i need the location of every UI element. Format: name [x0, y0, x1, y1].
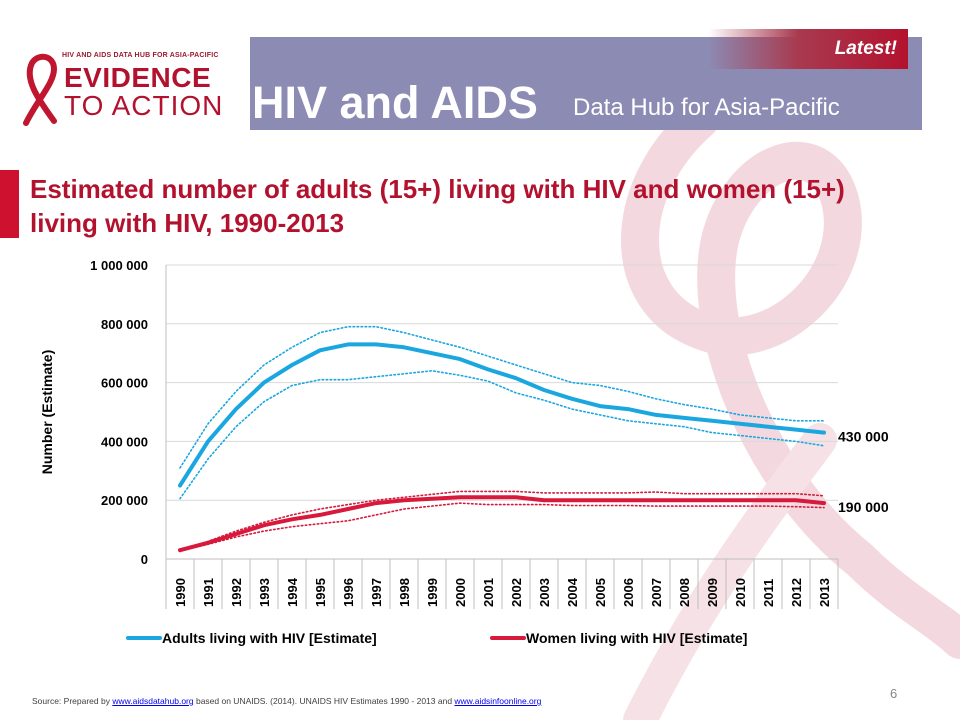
source-link-aidsdatahub[interactable]: www.aidsdatahub.org [112, 696, 194, 706]
y-tick-label: 800 000 [101, 317, 148, 332]
page-number: 6 [890, 686, 898, 701]
y-tick-label: 200 000 [101, 493, 148, 508]
y-tick-label: 1 000 000 [90, 258, 148, 273]
x-tick-label: 1998 [397, 578, 412, 607]
x-tick-label: 1994 [285, 577, 300, 607]
x-tick-label: 2013 [817, 578, 832, 607]
x-tick-label: 2010 [733, 578, 748, 607]
logo-wordmark-sub: TO ACTION [64, 90, 224, 121]
x-tick-label: 2002 [509, 578, 524, 607]
x-tick-label: 2008 [677, 578, 692, 607]
adults-upper-bound-line [179, 325, 825, 469]
logo-wordmark: EVIDENCE [64, 62, 212, 93]
x-tick-label: 1995 [313, 578, 328, 607]
y-tick-label: 0 [141, 552, 148, 567]
x-tick-label: 2001 [481, 578, 496, 607]
x-tick-label: 1999 [425, 578, 440, 607]
women-lower-bound-line [179, 502, 825, 552]
adults-lower-bound-line [179, 369, 825, 500]
adults-end-data-label: 430 000 [838, 429, 889, 445]
slide-title: Estimated number of adults (15+) living … [30, 174, 845, 238]
x-tick-label: 2006 [621, 578, 636, 607]
x-tick-label: 1992 [229, 578, 244, 607]
hub-subtitle: Data Hub for Asia-Pacific [573, 94, 840, 121]
x-tick-label: 2000 [453, 578, 468, 607]
x-tick-label: 2005 [593, 578, 608, 607]
x-tick-label: 1996 [341, 578, 356, 607]
latest-badge-glow [708, 29, 908, 69]
women-upper-bound-line [179, 490, 825, 551]
y-tick-label: 600 000 [101, 376, 148, 391]
source-note: Source: Prepared by www.aidsdatahub.org … [32, 696, 541, 706]
x-tick-label: 2003 [537, 578, 552, 607]
source-link-aidsinfoonline[interactable]: www.aidsinfoonline.org [454, 696, 542, 706]
women-estimate-line [178, 495, 826, 553]
hub-title: HIV and AIDS [252, 77, 538, 128]
y-tick-label: 400 000 [101, 434, 148, 449]
source-middle: based on UNAIDS. (2014). UNAIDS HIV Esti… [193, 696, 455, 706]
latest-badge: Latest! [805, 31, 907, 66]
adults-estimate-line [178, 342, 826, 488]
logo-area: HIV AND AIDS DATA HUB FOR ASIA-PACIFIC E… [0, 37, 250, 130]
x-tick-label: 2004 [565, 577, 580, 607]
x-tick-label: 2009 [705, 578, 720, 607]
logo-tagline: HIV AND AIDS DATA HUB FOR ASIA-PACIFIC [62, 52, 219, 59]
women-end-data-label: 190 000 [838, 499, 889, 515]
source-prefix: Source: Prepared by [32, 696, 113, 706]
red-ribbon-logo-icon [23, 53, 58, 126]
x-tick-label: 1991 [201, 578, 216, 607]
x-tick-label: 1990 [173, 578, 188, 607]
x-tick-label: 1997 [369, 578, 384, 607]
x-tick-label: 2007 [649, 578, 664, 607]
y-axis-title: Number (Estimate) [39, 350, 55, 474]
latest-badge-label: Latest! [834, 38, 897, 59]
x-tick-label: 2012 [789, 578, 804, 607]
x-tick-label: 1993 [257, 578, 272, 607]
x-tick-label: 2011 [761, 579, 776, 607]
legend-label-women: Women living with HIV [Estimate] [526, 630, 747, 646]
title-accent-bar [0, 170, 19, 238]
legend-label-adults: Adults living with HIV [Estimate] [162, 630, 377, 646]
